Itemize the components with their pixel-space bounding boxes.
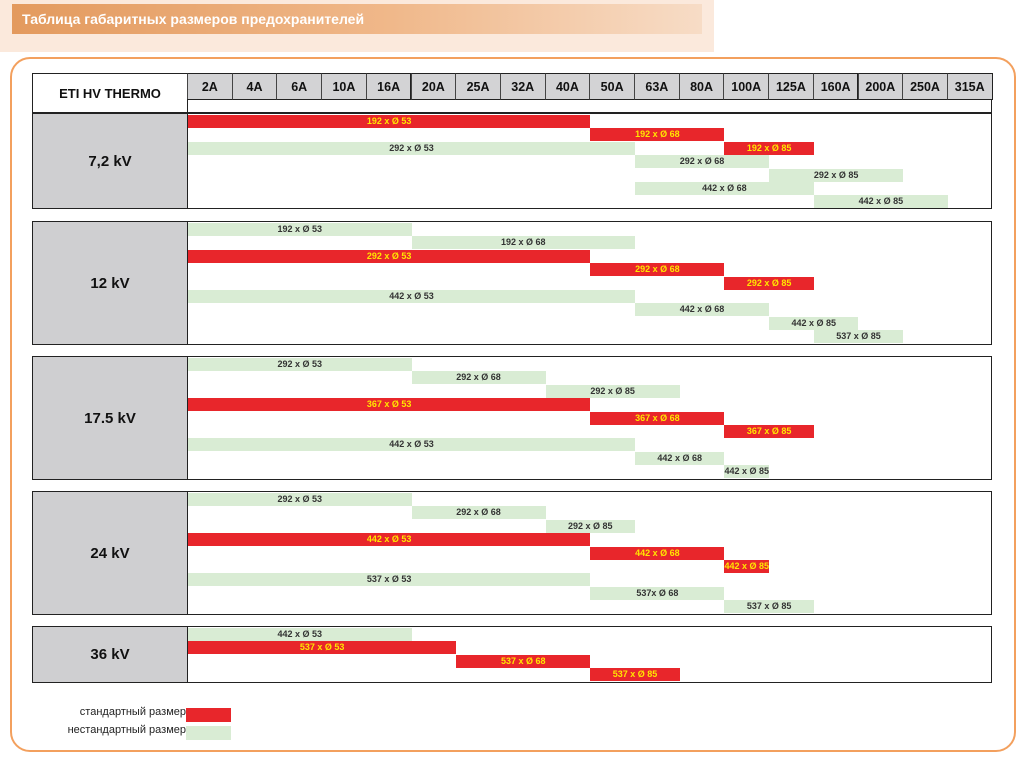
amp-header-50a: 50A — [589, 73, 635, 100]
standard-size-bar: 442 x Ø 53 — [188, 533, 591, 547]
nonstandard-size-bar: 537 x Ø 53 — [188, 573, 591, 587]
nonstandard-size-bar: 442 x Ø 68 — [635, 182, 814, 195]
nonstandard-size-bar: 292 x Ø 85 — [545, 519, 635, 533]
amp-header-100a: 100A — [723, 73, 770, 100]
section-72kv: 7,2 kV 192 x Ø 53 192 x Ø 68 192 x Ø 85 292 … — [32, 113, 992, 209]
nonstandard-size-bar: 292 x Ø 85 — [769, 168, 904, 182]
amp-header-25a: 25A — [455, 73, 501, 100]
nonstandard-size-bar: 292 x Ø 53 — [188, 358, 412, 371]
standard-size-bar: 192 x Ø 53 — [188, 115, 591, 128]
nonstandard-size-bar: 442 x Ø 53 — [188, 628, 412, 641]
amp-header-6a: 6A — [276, 73, 323, 100]
page-title: Таблица габаритных размеров предохраните… — [12, 4, 702, 34]
section-36kv: 36 kV 442 x Ø 53 537 x Ø 53 537 x Ø 68 537 x… — [32, 626, 992, 683]
standard-size-bar: 367 x Ø 85 — [724, 425, 814, 438]
nonstandard-size-bar: 442 x Ø 85 — [813, 195, 948, 209]
standard-size-bar: 537 x Ø 53 — [188, 641, 457, 655]
nonstandard-size-bar: 292 x Ø 68 — [635, 155, 770, 169]
header-bottom-strip — [187, 99, 992, 113]
standard-size-bar: 367 x Ø 68 — [590, 411, 725, 425]
nonstandard-size-bar: 537 x Ø 85 — [813, 330, 904, 344]
amp-header-32a: 32A — [499, 73, 546, 100]
amp-header-63a: 63A — [634, 73, 680, 100]
voltage-label: 12 kV — [33, 222, 188, 344]
standard-size-bar: 442 x Ø 68 — [590, 546, 725, 560]
nonstandard-size-bar: 442 x Ø 68 — [635, 303, 770, 317]
legend-standard-label: стандартный размер — [79, 706, 186, 718]
amp-header-125a: 125A — [768, 73, 814, 100]
nonstandard-size-bar: 442 x Ø 85 — [724, 465, 770, 479]
amp-header-160a: 160A — [812, 73, 859, 100]
nonstandard-size-bar: 292 x Ø 68 — [411, 506, 546, 520]
legend-nonstandard-swatch — [186, 726, 231, 740]
standard-size-bar: 367 x Ø 53 — [188, 398, 591, 412]
nonstandard-size-bar: 192 x Ø 68 — [411, 236, 635, 250]
amp-header-2a: 2A — [187, 73, 233, 100]
voltage-label: 36 kV — [33, 627, 188, 682]
amp-header-250a: 250A — [902, 73, 948, 100]
amp-header-315a: 315A — [946, 73, 993, 100]
standard-size-bar: 537 x Ø 85 — [590, 668, 680, 682]
amp-header-16a: 16A — [365, 73, 412, 100]
amp-header-10a: 10A — [321, 73, 367, 100]
nonstandard-size-bar: 537 x Ø 85 — [724, 600, 814, 614]
standard-size-bar: 537 x Ø 68 — [456, 654, 591, 668]
amp-header-80a: 80A — [678, 73, 725, 100]
section-175kv: 17.5 kV 292 x Ø 53 292 x Ø 68 292 x Ø 85 367… — [32, 356, 992, 480]
voltage-label: 24 kV — [33, 492, 188, 614]
product-header-label: ETI HV THERMO — [32, 73, 187, 113]
standard-size-bar: 292 x Ø 53 — [188, 249, 591, 263]
amp-header-4a: 4A — [231, 73, 278, 100]
legend-nonstandard-label: нестандартный размер — [67, 724, 186, 736]
standard-size-bar: 292 x Ø 68 — [590, 263, 725, 277]
standard-size-bar: 192 x Ø 68 — [590, 128, 725, 142]
voltage-label: 7,2 kV — [33, 114, 188, 208]
standard-size-bar: 442 x Ø 85 — [724, 560, 770, 573]
nonstandard-size-bar: 292 x Ø 53 — [188, 493, 412, 506]
voltage-label: 17.5 kV — [33, 357, 188, 479]
nonstandard-size-bar: 537x Ø 68 — [590, 586, 725, 600]
amp-header-200a: 200A — [857, 73, 904, 100]
amp-header-20a: 20A — [410, 73, 457, 100]
nonstandard-size-bar: 442 x Ø 53 — [188, 290, 635, 303]
nonstandard-size-bar: 292 x Ø 53 — [188, 141, 635, 155]
standard-size-bar: 192 x Ø 85 — [724, 141, 814, 155]
standard-size-bar: 292 x Ø 85 — [724, 276, 814, 290]
nonstandard-size-bar: 292 x Ø 68 — [411, 371, 546, 385]
amp-header-40a: 40A — [544, 73, 591, 100]
nonstandard-size-bar: 292 x Ø 85 — [545, 384, 680, 398]
section-24kv: 24 kV 292 x Ø 53 292 x Ø 68 292 x Ø 85 442 x… — [32, 491, 992, 615]
legend-standard-swatch — [186, 708, 231, 722]
nonstandard-size-bar: 192 x Ø 53 — [188, 223, 412, 236]
nonstandard-size-bar: 442 x Ø 68 — [635, 451, 725, 465]
section-12kv: 12 kV 192 x Ø 53 192 x Ø 68 292 x Ø 53 292 x… — [32, 221, 992, 345]
nonstandard-size-bar: 442 x Ø 85 — [769, 316, 859, 330]
nonstandard-size-bar: 442 x Ø 53 — [188, 438, 635, 452]
